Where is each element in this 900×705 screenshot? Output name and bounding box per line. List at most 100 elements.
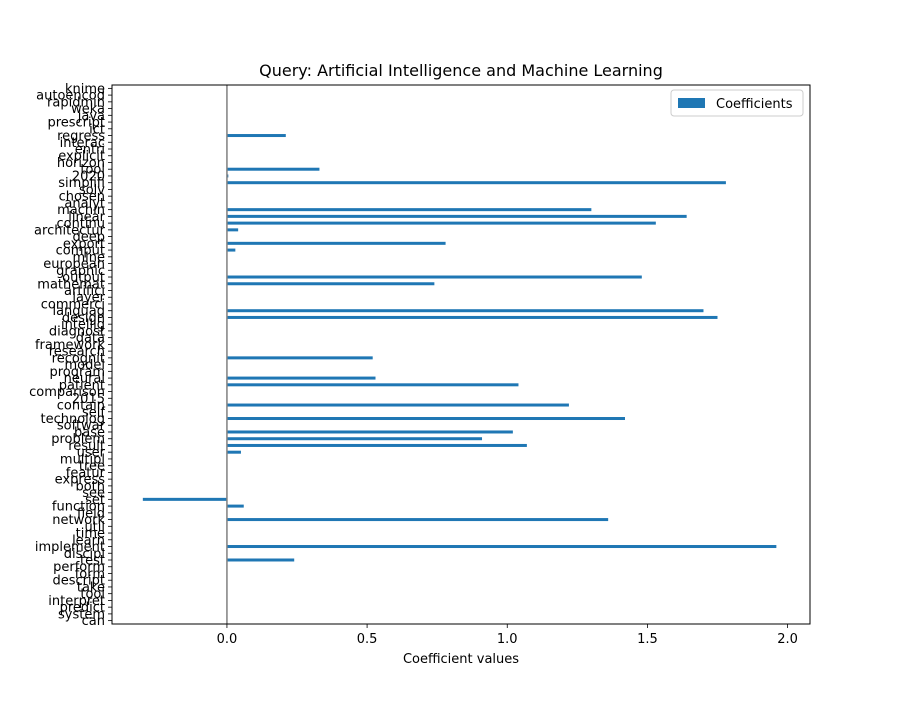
y-tick-labels: cansystempredictinterprettooltakedescrip…	[29, 82, 112, 629]
y-tick-label: machin	[57, 203, 105, 218]
y-tick-label: predict	[60, 601, 105, 616]
y-tick-label: problem	[51, 432, 105, 447]
y-tick-label: learn	[72, 533, 105, 548]
bar-test	[226, 558, 295, 562]
bar-neural	[226, 376, 376, 380]
bar-continu	[226, 221, 656, 225]
y-tick-label: express	[55, 473, 106, 488]
bar-result	[226, 443, 527, 447]
y-tick-label: user	[77, 446, 106, 461]
bar-regress	[226, 134, 286, 138]
y-tick-label: java	[77, 109, 105, 124]
y-tick-label: contain	[57, 399, 105, 414]
y-tick-label: mathemat	[37, 277, 105, 292]
y-tick-label: base	[74, 425, 105, 440]
y-tick-label: tree	[79, 459, 105, 474]
y-tick-label: knime	[65, 82, 105, 97]
bar-implement	[226, 545, 777, 549]
y-tick-label: explicit	[58, 149, 105, 164]
y-tick-label: entri	[75, 143, 105, 158]
y-tick-label: prescript	[47, 116, 105, 131]
y-tick-label: function	[52, 500, 105, 515]
y-tick-label: model	[65, 358, 105, 373]
x-tick-label: 2.0	[777, 632, 798, 647]
y-tick-label: 2020	[72, 169, 105, 184]
legend: Coefficients	[670, 89, 804, 117]
bar-design	[226, 315, 718, 319]
bar-export	[226, 241, 446, 245]
y-tick-label: both	[75, 479, 105, 494]
x-tick-labels: 0.0 0.5 1.0 1.5 2.0	[217, 624, 798, 647]
y-tick-label: softwar	[57, 419, 106, 434]
bar-network	[226, 518, 609, 522]
bar-user	[226, 450, 241, 454]
x-axis-label: Coefficient values	[403, 652, 519, 667]
bars-group	[142, 134, 777, 562]
legend-label: Coefficients	[716, 97, 793, 112]
y-tick-label: discipl	[64, 547, 105, 562]
y-tick-label: languag	[52, 304, 105, 319]
bar-recognit	[226, 356, 373, 360]
y-tick-label: commerci	[41, 297, 105, 312]
y-tick-label: neural	[64, 372, 105, 387]
y-tick-label: horizon	[57, 156, 105, 171]
bar-tool	[226, 167, 320, 171]
y-tick-label: time	[76, 527, 105, 542]
y-tick-label: technolog	[41, 412, 106, 427]
y-tick-label: descript	[53, 574, 105, 589]
y-tick-label: analyt	[64, 196, 105, 211]
y-tick-label: take	[77, 580, 105, 595]
bar-technolog	[226, 417, 625, 421]
y-tick-label: ict	[89, 122, 105, 137]
y-tick-label: set	[85, 493, 105, 508]
y-tick-label: system	[58, 607, 105, 622]
y-tick-label: export	[63, 237, 105, 252]
y-tick-label: rapidmin	[47, 95, 105, 110]
bar-contain	[226, 403, 569, 407]
y-tick-label: architectur	[34, 223, 106, 238]
y-tick-label: diagnost	[49, 324, 105, 339]
y-tick-label: can	[82, 614, 105, 629]
bar-output	[226, 275, 642, 279]
y-tick-label: result	[68, 439, 105, 454]
y-tick-label: tool	[80, 587, 105, 602]
y-tick-label: graphic	[56, 264, 105, 279]
y-tick-label: mine	[72, 250, 105, 265]
y-tick-label: test	[80, 553, 105, 568]
bar-comput	[226, 248, 236, 252]
bar-linear	[226, 214, 687, 218]
y-tick-label: deep	[73, 230, 106, 245]
y-tick-label: solv	[79, 183, 105, 198]
y-tick-label: multipl	[60, 452, 105, 467]
y-tick-label: weka	[71, 102, 105, 117]
y-tick-label: self	[82, 405, 105, 420]
y-tick-label: comput	[56, 244, 105, 259]
y-tick-label: implement	[35, 540, 105, 555]
y-tick-label: output	[62, 271, 105, 286]
y-tick-label: design	[62, 311, 105, 326]
y-tick-label: comparison	[29, 385, 105, 400]
y-tick-label: simplifi	[58, 176, 105, 191]
y-tick-label: form	[75, 567, 105, 582]
y-tick-label: tool	[80, 163, 105, 178]
x-tick-label: 1.5	[637, 632, 658, 647]
bar-machin	[226, 208, 592, 212]
y-tick-label: perform	[53, 560, 105, 575]
bar-problem	[226, 437, 483, 441]
y-tick-label: data	[76, 331, 105, 346]
plot-frame	[111, 84, 811, 625]
y-tick-label: linear	[68, 210, 105, 225]
y-tick-label: continu	[56, 217, 105, 232]
y-tick-label: artifici	[64, 284, 105, 299]
y-tick-label: see	[82, 486, 105, 501]
y-tick-label: util	[84, 520, 105, 535]
x-tick-label: 0.5	[357, 632, 378, 647]
y-tick-label: 2015	[72, 392, 105, 407]
chart-title: Query: Artificial Intelligence and Machi…	[259, 61, 663, 80]
y-tick-label: layer	[72, 291, 105, 306]
y-tick-label: interac	[60, 136, 105, 151]
y-tick-label: framework	[35, 338, 105, 353]
y-tick-label: interpret	[48, 594, 105, 609]
